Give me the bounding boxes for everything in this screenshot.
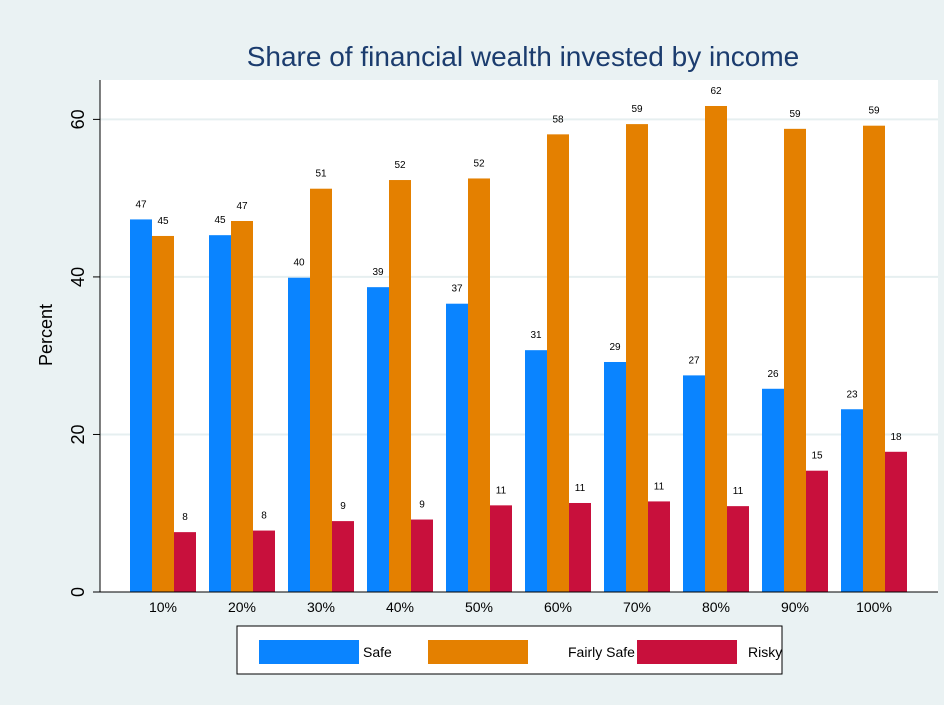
x-tick-label: 80% (702, 599, 730, 615)
data-label: 8 (182, 512, 188, 523)
bar-fairly-safe (784, 128, 806, 593)
bar-risky (411, 519, 433, 592)
data-label: 59 (789, 109, 801, 120)
x-tick-label: 50% (465, 599, 493, 615)
data-label: 39 (372, 267, 384, 278)
y-tick-label: 20 (68, 424, 88, 444)
x-tick-label: 30% (307, 599, 335, 615)
data-label: 11 (654, 481, 665, 492)
data-label: 18 (890, 432, 902, 443)
bar-risky (253, 530, 275, 592)
x-tick-label: 20% (228, 599, 256, 615)
bar-safe (130, 219, 152, 592)
bar-fairly-safe (389, 180, 411, 592)
bar-safe (446, 303, 468, 592)
data-label: 40 (293, 258, 305, 269)
data-label: 45 (214, 215, 226, 226)
x-tick-label: 90% (781, 599, 809, 615)
bar-fairly-safe (705, 105, 727, 593)
bar-safe (525, 350, 547, 592)
data-label: 58 (552, 114, 564, 125)
data-labels: 47 45 8 45 47 8 40 51 9 39 52 9 37 52 11 31 58 11 29 59 11 27… (135, 86, 902, 523)
data-label: 47 (236, 201, 248, 212)
bar-risky (569, 502, 591, 592)
data-label: 62 (710, 86, 722, 97)
x-tick-label: 60% (544, 599, 572, 615)
legend: Safe Fairly Safe Risky (236, 625, 783, 675)
x-tick-label: 10% (149, 599, 177, 615)
data-label: 59 (631, 104, 643, 115)
data-label: 9 (419, 500, 425, 511)
data-label: 11 (496, 485, 507, 496)
chart-title: Share of financial wealth invested by in… (247, 41, 800, 72)
bar-fairly-safe (863, 125, 885, 592)
y-tick-label: 0 (68, 587, 88, 597)
legend-label: Risky (748, 644, 782, 660)
bar-fairly-safe (310, 188, 332, 592)
data-label: 23 (846, 389, 858, 400)
bar-risky (885, 451, 907, 592)
bar-risky (174, 532, 196, 592)
data-label: 11 (575, 483, 586, 494)
data-label: 29 (609, 342, 621, 353)
data-label: 26 (767, 369, 779, 380)
y-tick-label: 60 (68, 109, 88, 129)
y-axis-label: Percent (36, 304, 56, 366)
data-label: 15 (811, 451, 823, 462)
x-tick-label: 40% (386, 599, 414, 615)
bar-safe (683, 375, 705, 592)
legend-label: Safe (363, 644, 392, 660)
legend-swatch (428, 640, 528, 664)
data-label: 51 (315, 169, 327, 180)
bar-safe (209, 235, 231, 592)
bar-risky (490, 505, 512, 592)
axes: 0 20 40 60 10% 20% 30% 40% 50% 60% 70% 80% 90% 100% (68, 80, 938, 615)
bar-fairly-safe (152, 235, 174, 592)
bar-fairly-safe (626, 124, 648, 592)
x-tick-label: 100% (856, 599, 892, 615)
data-label: 37 (451, 284, 463, 295)
data-label: 52 (394, 160, 406, 171)
bar-risky (648, 501, 670, 592)
data-label: 9 (340, 501, 346, 512)
data-label: 27 (688, 355, 700, 366)
bar-safe (762, 388, 784, 592)
bar-safe (367, 287, 389, 592)
x-tick-label: 70% (623, 599, 651, 615)
data-label: 31 (530, 330, 542, 341)
bar-fairly-safe (231, 220, 253, 592)
bar-risky (806, 470, 828, 592)
data-label: 11 (733, 486, 744, 497)
legend-swatch (637, 640, 737, 664)
legend-swatch (259, 640, 359, 664)
data-label: 45 (157, 216, 169, 227)
bars (130, 105, 907, 593)
y-tick-label: 40 (68, 267, 88, 287)
data-label: 52 (473, 158, 485, 169)
bar-safe (841, 409, 863, 592)
bar-fairly-safe (547, 134, 569, 592)
bar-safe (288, 277, 310, 592)
data-label: 47 (135, 199, 147, 210)
data-label: 59 (868, 106, 880, 117)
bar-risky (727, 506, 749, 592)
bar-fairly-safe (468, 178, 490, 592)
bar-safe (604, 361, 626, 592)
bar-risky (332, 521, 354, 592)
legend-label: Fairly Safe (568, 644, 635, 660)
data-label: 8 (261, 511, 267, 522)
